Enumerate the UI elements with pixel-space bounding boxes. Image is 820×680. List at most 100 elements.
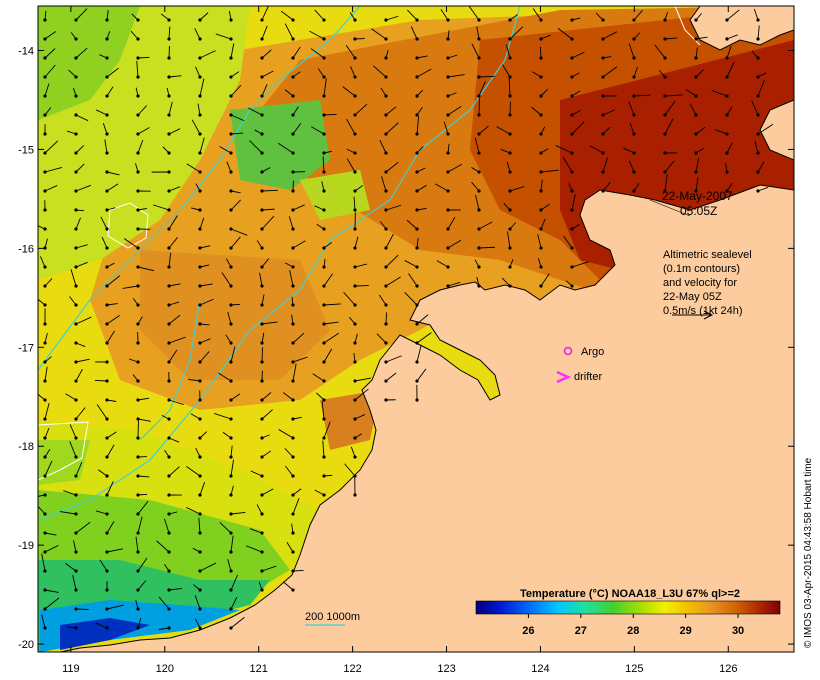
velocity-vector xyxy=(354,414,366,420)
velocity-vector-origin xyxy=(353,398,357,402)
velocity-vector xyxy=(230,574,238,591)
velocity-vector-origin xyxy=(260,75,264,79)
velocity-vector-origin xyxy=(105,360,109,364)
velocity-vector-origin xyxy=(105,455,109,459)
velocity-vector xyxy=(385,355,402,363)
velocity-vector-origin xyxy=(539,132,543,136)
argo-marker xyxy=(563,346,573,356)
velocity-vector-origin xyxy=(322,37,326,41)
velocity-vector-origin xyxy=(260,493,264,497)
velocity-vector-origin xyxy=(477,151,481,155)
velocity-vector xyxy=(475,194,480,211)
velocity-vector-origin xyxy=(43,265,47,269)
velocity-vector xyxy=(379,139,387,154)
velocity-vector xyxy=(168,128,181,135)
velocity-vector xyxy=(434,183,449,192)
velocity-vector-origin xyxy=(43,398,47,402)
velocity-vector xyxy=(478,246,495,249)
velocity-vector-origin xyxy=(198,474,202,478)
velocity-vector xyxy=(506,161,511,173)
velocity-vector-origin xyxy=(229,208,233,212)
velocity-vector-origin xyxy=(198,265,202,269)
velocity-vector-origin xyxy=(446,227,450,231)
velocity-vector xyxy=(385,312,388,325)
velocity-vector-origin xyxy=(508,18,512,22)
velocity-vector xyxy=(245,545,263,553)
velocity-vector-origin xyxy=(384,322,388,326)
velocity-vector xyxy=(261,215,275,230)
timestamp-line1: 22-May-2007 xyxy=(662,189,733,203)
velocity-vector xyxy=(261,258,270,268)
velocity-vector xyxy=(70,269,77,287)
timestamp-pointer xyxy=(649,199,691,217)
velocity-vector-origin xyxy=(663,56,667,60)
velocity-vector-origin xyxy=(229,265,233,269)
velocity-vector xyxy=(230,616,245,629)
velocity-vector-origin xyxy=(229,75,233,79)
velocity-vector-origin xyxy=(756,113,760,117)
credit-text: © IMOS 03-Apr-2015 04:43:58 Hobart time xyxy=(803,457,814,648)
velocity-vector-origin xyxy=(725,113,729,117)
velocity-vector-origin xyxy=(353,360,357,364)
velocity-vector xyxy=(106,10,109,21)
velocity-vector xyxy=(199,137,205,154)
velocity-vector-origin xyxy=(694,75,698,79)
velocity-vector xyxy=(316,392,325,401)
lon-tick-label: 119 xyxy=(62,663,80,675)
velocity-vector-origin xyxy=(229,303,233,307)
velocity-vector xyxy=(75,342,86,347)
velocity-vector-origin xyxy=(756,170,760,174)
velocity-vector-origin xyxy=(105,303,109,307)
isobath-shelf xyxy=(139,299,201,441)
velocity-vector-origin xyxy=(446,265,450,269)
velocity-vector-origin xyxy=(260,303,264,307)
velocity-vector-origin xyxy=(756,94,760,98)
velocity-vector-origin xyxy=(260,474,264,478)
velocity-vector-origin xyxy=(632,37,636,41)
velocity-vector-origin xyxy=(105,113,109,117)
velocity-vector-origin xyxy=(198,360,202,364)
velocity-vector xyxy=(137,397,150,401)
velocity-vector xyxy=(106,67,119,78)
velocity-vector-origin xyxy=(291,531,295,535)
velocity-vector xyxy=(629,122,635,135)
velocity-vector-origin xyxy=(446,284,450,288)
velocity-vector xyxy=(726,62,735,78)
velocity-vector-origin xyxy=(570,18,574,22)
velocity-vector-origin xyxy=(43,56,47,60)
velocity-vector xyxy=(443,121,449,135)
velocity-vector xyxy=(168,101,173,116)
velocity-vector xyxy=(261,488,274,496)
velocity-vector xyxy=(158,596,170,610)
lat-tick-label: -19 xyxy=(18,540,34,552)
velocity-vector-origin xyxy=(322,94,326,98)
velocity-vector xyxy=(69,296,77,306)
velocity-vector-origin xyxy=(198,56,202,60)
velocity-vector xyxy=(323,303,341,306)
velocity-vector xyxy=(571,261,590,268)
velocity-vector xyxy=(168,283,181,287)
velocity-vector-origin xyxy=(260,436,264,440)
isobath-1000m xyxy=(38,6,361,371)
velocity-vector-origin xyxy=(74,37,78,41)
velocity-vector xyxy=(757,123,774,135)
velocity-vector xyxy=(230,346,236,363)
velocity-vector xyxy=(168,26,171,40)
velocity-vector-origin xyxy=(353,417,357,421)
velocity-vector-origin xyxy=(229,550,233,554)
velocity-vector xyxy=(505,44,511,59)
velocity-vector-origin xyxy=(43,18,47,22)
velocity-vector-origin xyxy=(229,246,233,250)
velocity-vector xyxy=(199,283,213,287)
velocity-vector-origin xyxy=(353,455,357,459)
velocity-vector xyxy=(44,403,50,420)
velocity-vector-origin xyxy=(167,436,171,440)
velocity-vector xyxy=(106,604,124,610)
velocity-vector xyxy=(59,511,77,515)
velocity-vector xyxy=(137,580,147,591)
velocity-vector xyxy=(44,83,50,97)
velocity-vector-origin xyxy=(539,189,543,193)
velocity-vector xyxy=(381,176,387,192)
velocity-vector-origin xyxy=(322,246,326,250)
velocity-vector xyxy=(168,349,178,363)
